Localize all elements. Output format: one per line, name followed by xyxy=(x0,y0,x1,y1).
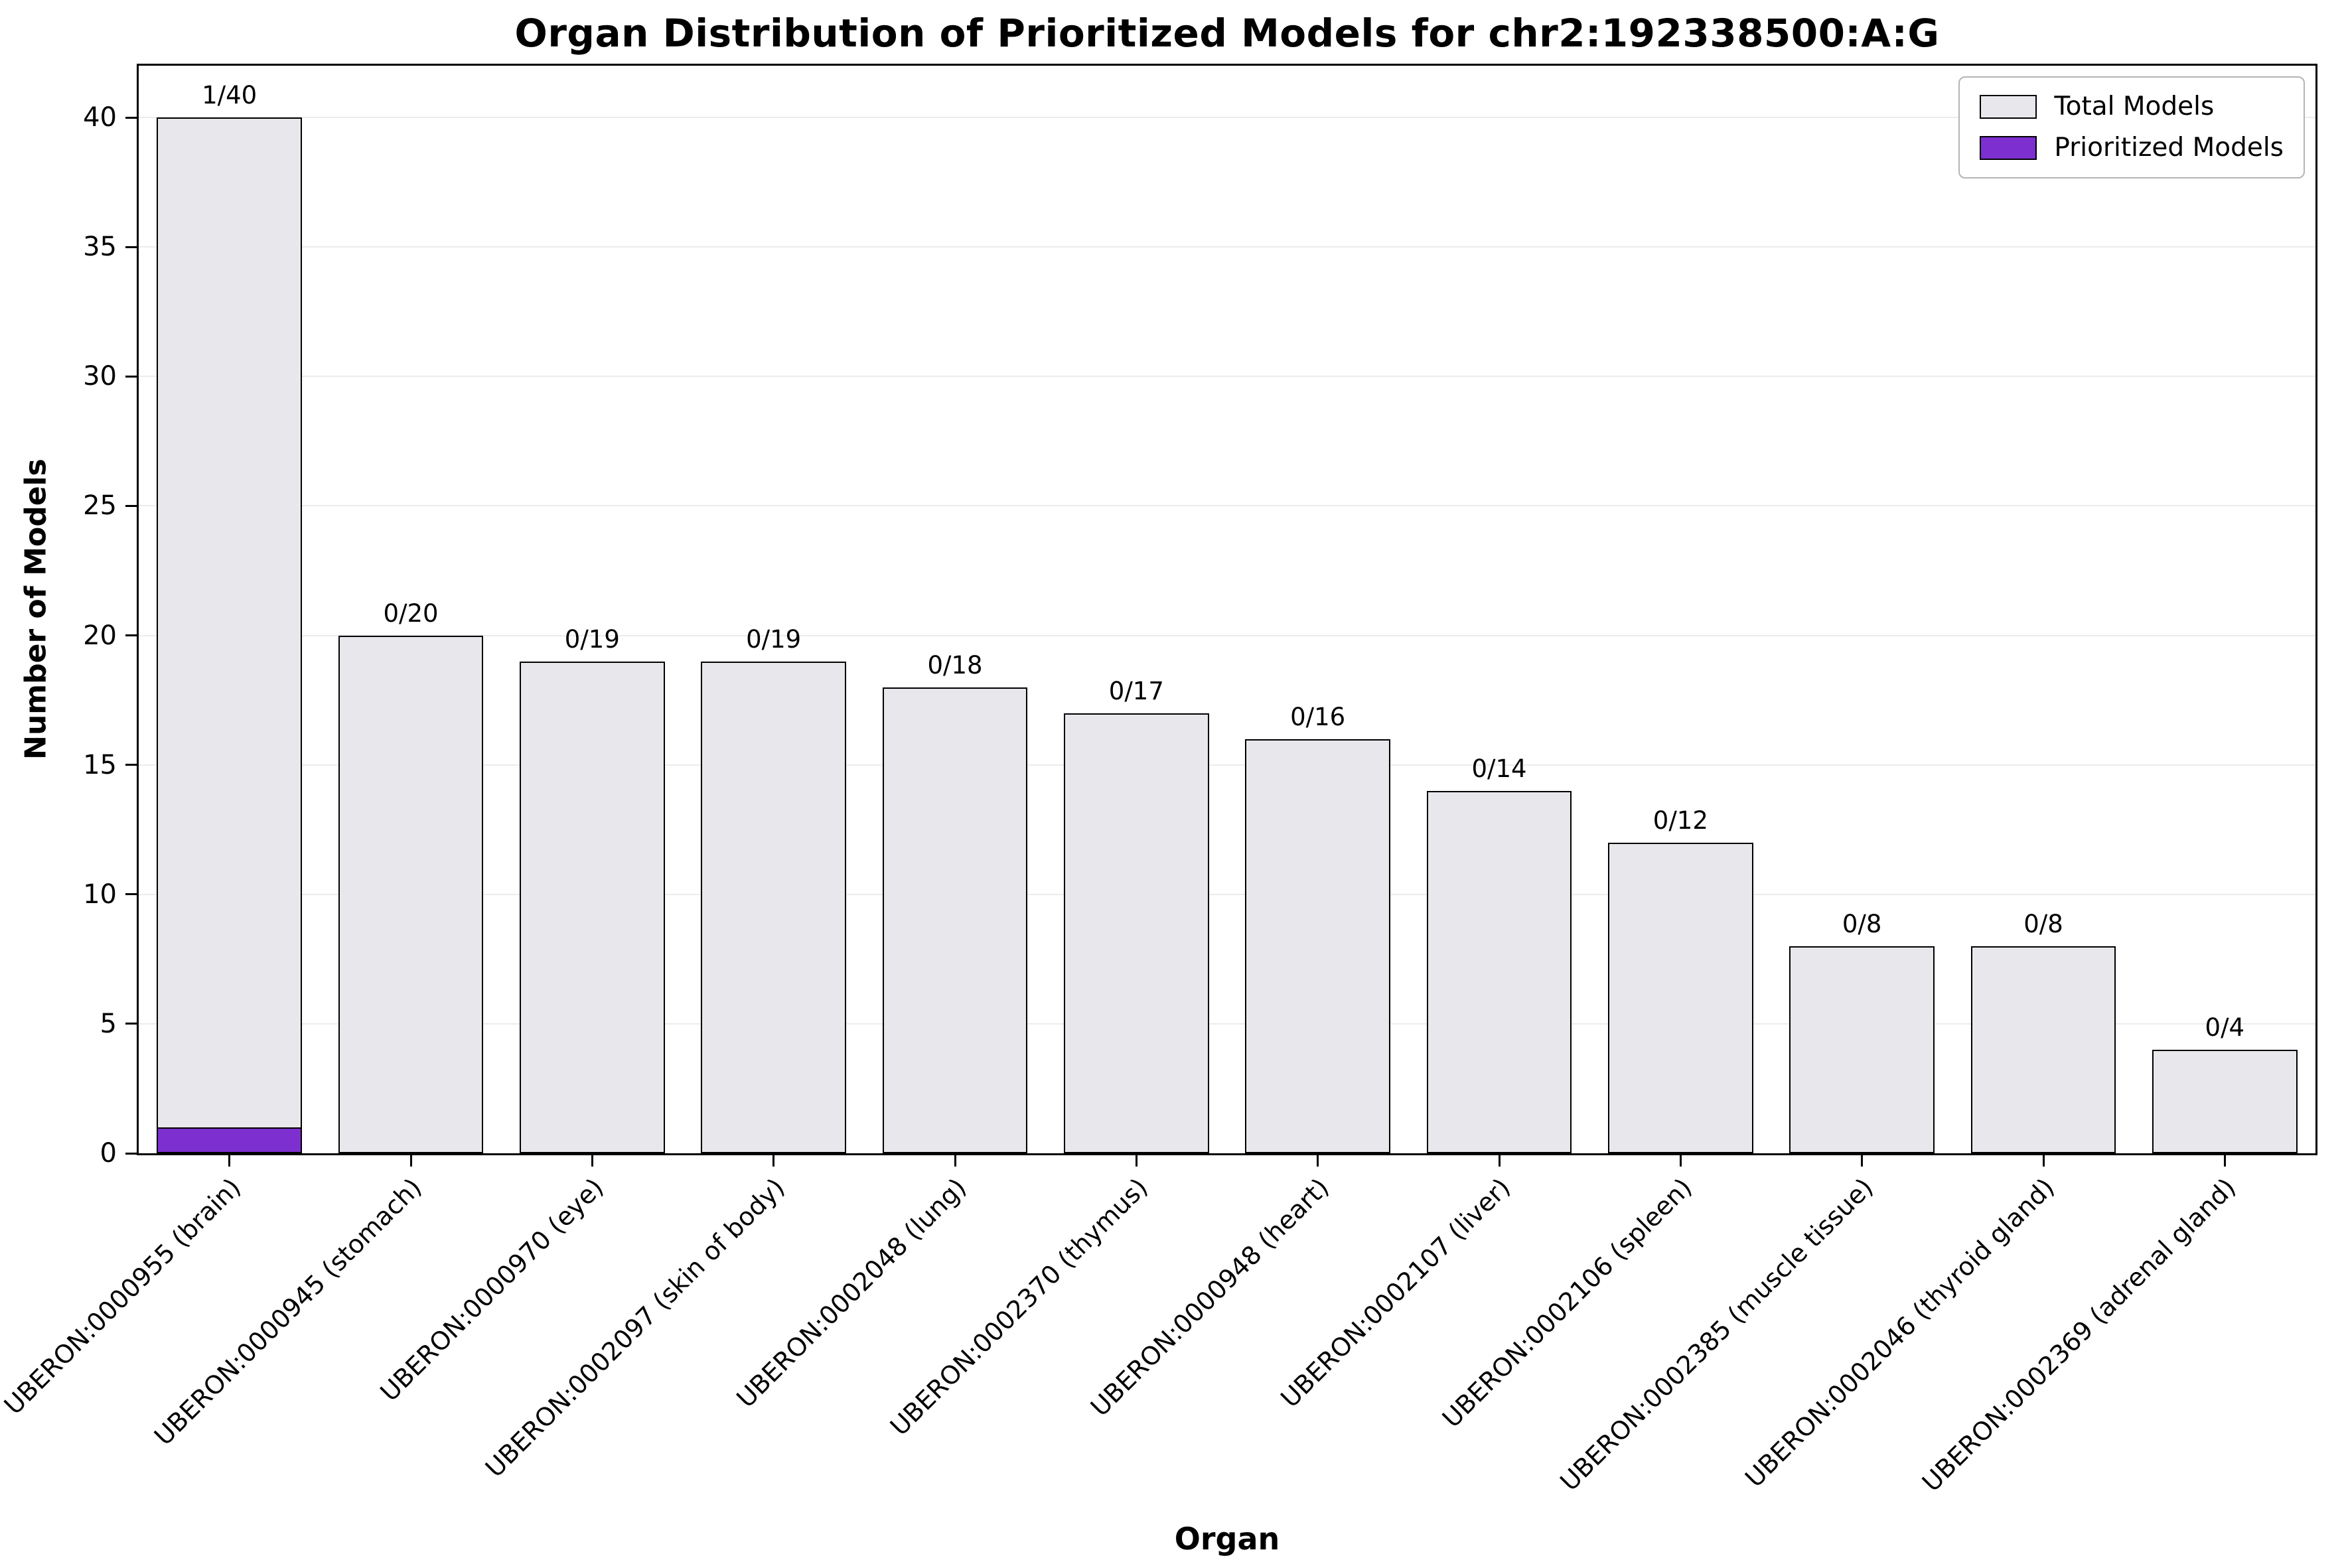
y-tick-mark xyxy=(125,504,137,507)
bar-value-label: 0/18 xyxy=(927,650,983,679)
bar-value-label: 0/8 xyxy=(1842,909,1882,938)
bar-total xyxy=(520,661,665,1153)
bar-total xyxy=(1608,842,1753,1153)
y-tick-mark xyxy=(125,375,137,378)
bar-value-label: 1/40 xyxy=(202,81,257,110)
gridline xyxy=(139,376,2315,378)
x-tick-label: UBERON:0002369 (adrenal gland) xyxy=(1917,1173,2242,1498)
x-tick-mark xyxy=(1498,1155,1501,1167)
bar-total xyxy=(1789,946,1935,1153)
gridline xyxy=(139,246,2315,248)
bar-total xyxy=(338,635,484,1153)
y-tick-label: 25 xyxy=(83,490,117,522)
y-tick-label: 35 xyxy=(83,232,117,263)
x-tick-mark xyxy=(1317,1155,1319,1167)
bar-prioritized xyxy=(157,1127,302,1153)
bar-total xyxy=(1970,946,2116,1153)
bar-total xyxy=(157,117,302,1153)
y-tick-label: 40 xyxy=(83,102,117,133)
x-tick-label: UBERON:0002046 (thyroid gland) xyxy=(1739,1173,2061,1493)
bar-value-label: 0/16 xyxy=(1290,702,1346,731)
x-tick-mark xyxy=(1135,1155,1137,1167)
y-tick-label: 0 xyxy=(100,1138,117,1169)
bar-total xyxy=(1064,713,1209,1153)
y-tick-mark xyxy=(125,246,137,248)
y-tick-mark xyxy=(125,764,137,766)
x-tick-label: UBERON:0002097 (skin of body) xyxy=(479,1173,790,1483)
y-tick-label: 5 xyxy=(100,1008,117,1039)
x-tick-label: UBERON:0002385 (muscle tissue) xyxy=(1554,1173,1879,1497)
legend-swatch-icon xyxy=(1980,136,2037,160)
legend: Total Models Prioritized Models xyxy=(1958,76,2305,178)
bar-value-label: 0/19 xyxy=(564,624,620,654)
y-tick-mark xyxy=(125,1023,137,1025)
x-tick-mark xyxy=(2042,1155,2045,1167)
legend-label: Prioritized Models xyxy=(2054,133,2284,163)
y-tick-label: 20 xyxy=(83,620,117,651)
gridline xyxy=(139,893,2315,895)
x-tick-mark xyxy=(1679,1155,1682,1167)
x-tick-mark xyxy=(591,1155,593,1167)
plot-area: Total Models Prioritized Models 1/40 0/20 0… xyxy=(137,64,2317,1155)
bar-total xyxy=(882,687,1028,1153)
legend-item: Total Models xyxy=(1980,92,2284,121)
y-tick-mark xyxy=(125,116,137,119)
gridline xyxy=(139,764,2315,766)
x-tick-mark xyxy=(772,1155,775,1167)
legend-item: Prioritized Models xyxy=(1980,133,2284,163)
y-tick-mark xyxy=(125,893,137,896)
bar-total xyxy=(1245,739,1390,1153)
y-tick-mark xyxy=(125,1152,137,1155)
y-tick-mark xyxy=(125,634,137,637)
bar-value-label: 0/14 xyxy=(1471,754,1527,783)
bar-total xyxy=(2152,1049,2298,1153)
bar-total xyxy=(1426,790,1572,1153)
gridline xyxy=(139,505,2315,507)
legend-label: Total Models xyxy=(2054,92,2215,121)
bar-value-label: 0/12 xyxy=(1652,806,1708,835)
y-tick-label: 10 xyxy=(83,879,117,910)
x-tick-mark xyxy=(409,1155,412,1167)
x-tick-mark xyxy=(2223,1155,2226,1167)
chart-title: Organ Distribution of Prioritized Models… xyxy=(514,11,1940,56)
gridline xyxy=(139,117,2315,119)
bar-value-label: 0/20 xyxy=(383,599,439,628)
x-tick-mark xyxy=(228,1155,231,1167)
legend-swatch-icon xyxy=(1980,95,2037,119)
x-tick-mark xyxy=(1861,1155,1864,1167)
x-axis-label: Organ xyxy=(1174,1521,1280,1557)
bar-value-label: 0/4 xyxy=(2205,1013,2245,1042)
gridline xyxy=(139,634,2315,636)
bar-value-label: 0/19 xyxy=(746,624,802,654)
y-tick-label: 15 xyxy=(83,749,117,780)
bar-value-label: 0/17 xyxy=(1108,676,1164,705)
bar-total xyxy=(701,661,846,1153)
y-tick-label: 30 xyxy=(83,361,117,392)
x-tick-mark xyxy=(954,1155,956,1167)
bar-value-label: 0/8 xyxy=(2023,909,2063,938)
gridline xyxy=(139,1023,2315,1025)
